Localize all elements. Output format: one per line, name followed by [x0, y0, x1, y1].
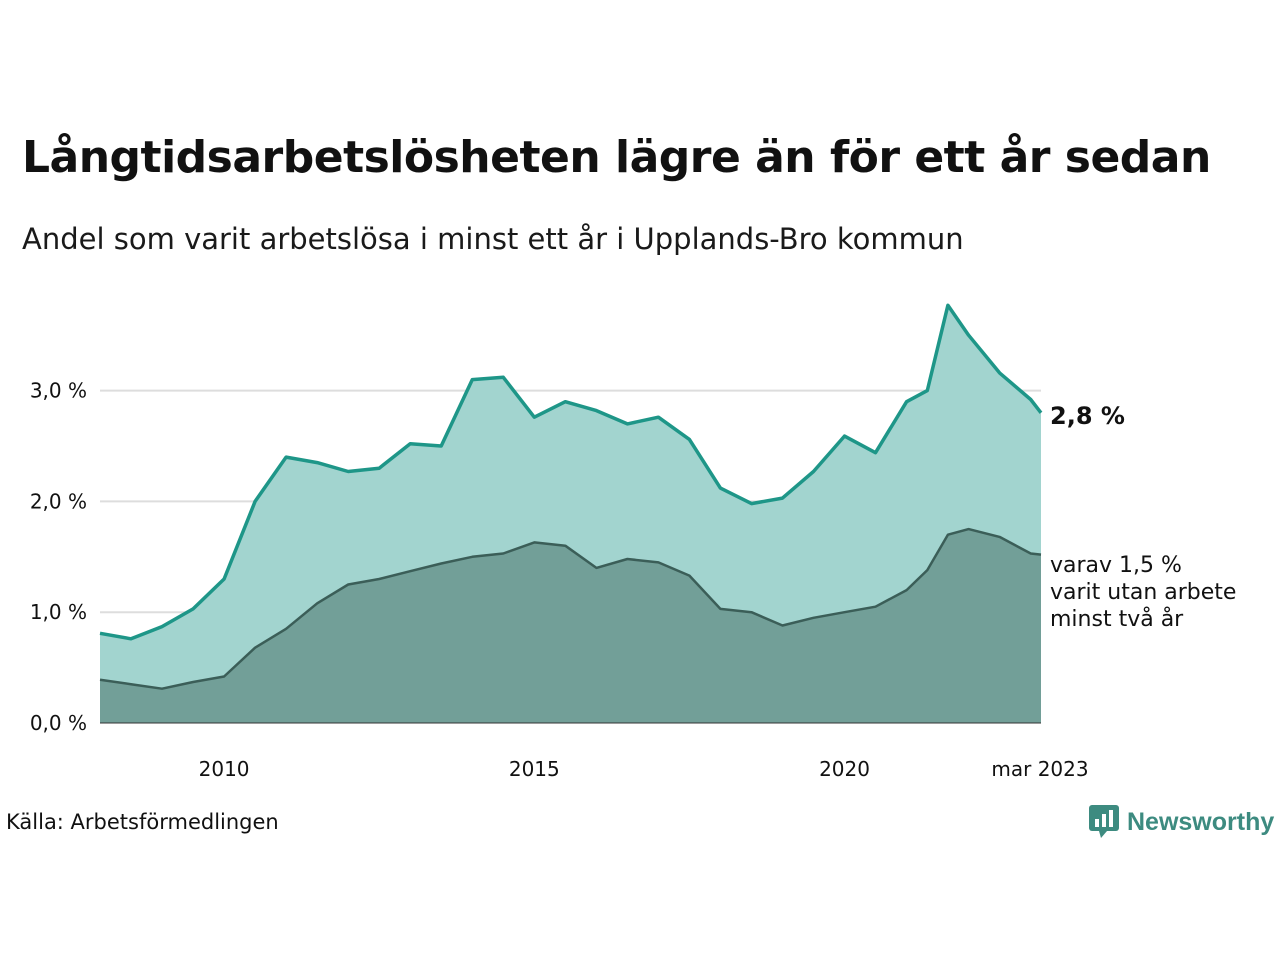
sub-value-label: minst två år	[1050, 606, 1184, 632]
x-tick-label: mar 2023	[991, 757, 1088, 781]
y-tick-label: 3,0 %	[30, 379, 87, 403]
y-tick-label: 1,0 %	[30, 600, 87, 624]
source-note: Källa: Arbetsförmedlingen	[6, 810, 279, 834]
y-tick-label: 2,0 %	[30, 489, 87, 513]
line-total	[99, 303, 1043, 641]
sub-value-label: varit utan arbete	[1050, 580, 1236, 605]
newsworthy-logo-icon	[1089, 805, 1119, 838]
x-tick-label: 2020	[819, 757, 870, 781]
newsworthy-logo-text: Newsworthy	[1127, 807, 1275, 836]
axis-layer: 0,0 % 1,0 % 2,0 % 3,0 % 2010 2015 2020 mar 2023	[30, 379, 1089, 781]
area-layer	[99, 303, 1043, 723]
x-tick-label: 2010	[199, 757, 250, 781]
sub-value-label: varav 1,5 %	[1050, 553, 1182, 578]
line-two_years	[99, 527, 1042, 690]
newsworthy-logo[interactable]: Newsworthy	[1089, 805, 1274, 839]
total-value-label: 2,8 %	[1050, 402, 1125, 430]
chart-subtitle: Andel som varit arbetslösa i minst ett å…	[22, 222, 964, 256]
chart-title: Långtidsarbetslösheten lägre än för ett …	[22, 132, 1211, 183]
area-chart: 0,0 % 1,0 % 2,0 % 3,0 % 2010 2015 2020 mar 2023…	[30, 303, 1236, 781]
y-tick-label: 0,0 %	[30, 711, 87, 735]
area-two_years	[100, 529, 1041, 723]
x-tick-label: 2015	[509, 757, 560, 781]
